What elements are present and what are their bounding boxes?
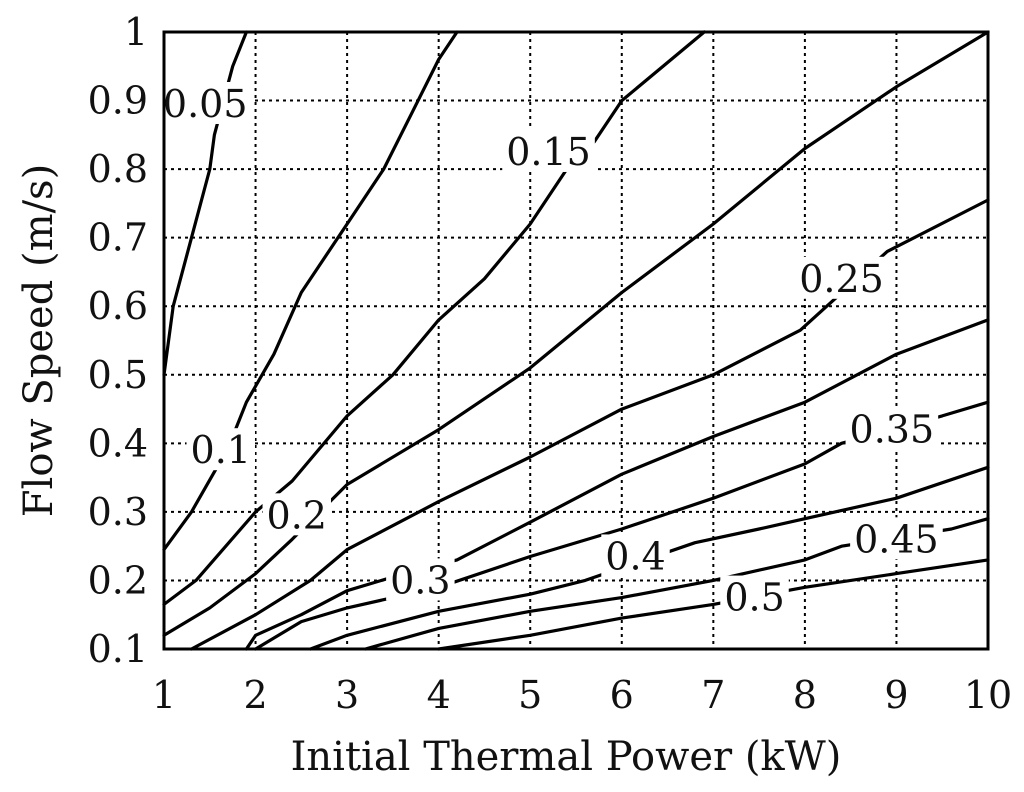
y-tick-label: 0.6 [88,284,148,328]
y-tick-label: 0.7 [88,216,148,260]
contour-label-0.4: 0.4 [605,534,665,578]
contour-label-group-0.1: 0.1 [186,428,255,472]
contour-label-0.3: 0.3 [390,558,450,602]
x-tick-label: 10 [964,673,1012,717]
plot-frame [162,30,990,651]
x-tick-label: 9 [884,673,908,717]
contour-label-group-0.25: 0.25 [795,256,888,301]
contour-label-bg [262,493,331,536]
x-tick-label: 1 [152,673,176,717]
contour-line-0.2 [162,30,990,637]
contour-label-group-0.05: 0.05 [158,81,252,126]
contour-label-0.5: 0.5 [724,576,784,620]
contour-label-group-0.3: 0.3 [386,558,455,602]
x-tick-label: 6 [610,673,634,717]
x-tick-label: 4 [427,673,451,717]
contour-label-group-0.45: 0.45 [850,517,943,561]
contour-label-bg [845,407,939,450]
x-tick-label: 2 [243,673,267,717]
x-tick-label: 5 [518,673,542,717]
y-tick-label: 0.9 [88,79,148,123]
contour-label-bg [386,558,455,601]
y-tick-label: 0.1 [88,627,148,671]
contour-label-group-0.15: 0.15 [502,129,595,174]
contour-label-bg [850,517,943,560]
y-tick-label: 0.3 [88,490,148,534]
contour-line-0.1 [162,30,459,552]
x-tick-label: 7 [701,673,725,717]
contour-label-0.35: 0.35 [850,408,935,452]
x-axis-ticks: 1 2 3 4 5 6 7 8 9 10 [152,673,1012,717]
x-tick-label: 8 [793,673,817,717]
grid [164,32,988,649]
contour-label-0.1: 0.1 [191,428,251,472]
contour-label-bg [186,428,255,471]
contour-label-0.25: 0.25 [799,257,884,301]
contour-label-group-0.2: 0.2 [262,493,331,537]
contour-labels: 0.05 0.1 0.15 0.2 0.25 0.3 0.35 0.4 0.45 0.5 [158,81,943,620]
contour-line-0.25 [189,198,990,651]
y-tick-label: 1 [124,10,148,54]
contour-label-0.45: 0.45 [854,517,939,561]
contour-label-0.2: 0.2 [267,493,327,537]
contour-label-0.15: 0.15 [506,130,591,174]
contour-line-0.05 [162,30,248,377]
contour-label-group-0.4: 0.4 [601,534,670,578]
x-axis-title: Initial Thermal Power (kW) [291,734,842,780]
y-tick-label: 0.8 [88,147,148,191]
y-axis-title: Flow Speed (m/s) [16,164,62,517]
x-tick-label: 3 [335,673,359,717]
y-tick-label: 0.2 [88,558,148,602]
contour-line-0.3 [244,318,990,651]
contour-label-bg [502,129,595,172]
contour-label-bg [601,534,670,577]
contour-label-bg [158,81,252,124]
y-tick-label: 0.4 [88,421,148,465]
contour-label-group-0.5: 0.5 [720,575,789,620]
y-tick-label: 0.5 [88,353,148,397]
contour-label-0.05: 0.05 [163,82,248,126]
contour-label-bg [720,575,789,618]
y-axis-ticks: 0.1 0.2 0.3 0.4 0.5 0.6 0.7 0.8 0.9 1 [88,10,148,671]
contour-line-0.5 [437,558,990,651]
contour-label-group-0.35: 0.35 [845,407,939,452]
contour-label-bg [795,256,888,299]
